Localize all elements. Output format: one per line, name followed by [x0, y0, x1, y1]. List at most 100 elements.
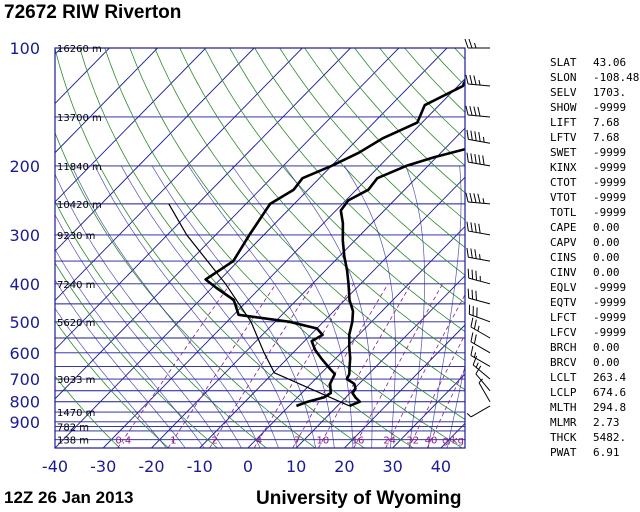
- isotherm: [55, 48, 158, 154]
- dry-adiabat: [55, 262, 218, 448]
- index-value: -9999: [593, 206, 627, 219]
- mixing-ratio-label: 16: [352, 436, 365, 447]
- mixing-ratio-label: 40: [425, 436, 438, 447]
- height-label: 10420 m: [57, 200, 102, 211]
- isotherm: [295, 275, 465, 448]
- y-tick-label: 300: [9, 226, 40, 245]
- index-row-cinv: CINV 0.00: [550, 265, 639, 280]
- isotherm: [55, 48, 400, 400]
- dry-adiabat: [55, 48, 365, 448]
- y-tick-label: 600: [9, 344, 40, 363]
- moist-adiabat: [71, 165, 261, 448]
- moist-adiabat: [94, 165, 279, 448]
- index-value: 43.06: [593, 56, 627, 69]
- index-name: LFTV: [550, 131, 577, 144]
- dry-adiabat: [55, 319, 169, 448]
- index-name: SHOW: [550, 101, 577, 114]
- parcel-path: [168, 203, 350, 407]
- isotherm: [55, 48, 351, 351]
- index-row-kinx: KINX -9999: [550, 160, 639, 175]
- mixing-ratio-label: 2: [211, 436, 217, 447]
- wind-barb: [470, 332, 491, 354]
- plot-area: [55, 48, 465, 448]
- index-value: -9999: [593, 146, 627, 159]
- index-name: CAPE: [550, 221, 577, 234]
- isotherm: [344, 324, 465, 448]
- index-name: MLMR: [550, 416, 577, 429]
- isotherm: [247, 225, 465, 448]
- x-tick-label: -20: [138, 457, 164, 476]
- height-label: 138 m: [57, 436, 89, 447]
- wind-barb: [467, 268, 491, 285]
- moist-adiabat: [55, 248, 205, 448]
- x-tick-label: -10: [187, 457, 213, 476]
- height-label: 5620 m: [57, 318, 95, 329]
- wind-barb: [467, 288, 491, 305]
- wind-barb: [472, 355, 491, 380]
- mixing-ratio-label: 10: [317, 436, 330, 447]
- x-tick-label: 30: [382, 457, 402, 476]
- x-tick-label: 40: [431, 457, 451, 476]
- isotherm: [55, 48, 255, 252]
- height-label: 13700 m: [57, 113, 102, 124]
- dry-adiabat: [204, 48, 465, 333]
- mixing-ratio-line: [167, 283, 277, 448]
- mixing-ratio-line: [318, 283, 412, 448]
- index-row-thck: THCK 5482.: [550, 430, 639, 445]
- wind-barb: [466, 152, 491, 167]
- index-row-lclp: LCLP 674.6: [550, 385, 639, 400]
- wind-barb: [468, 304, 491, 323]
- index-row-mlth: MLTH 294.8: [550, 400, 639, 415]
- mixing-ratio-label: 7: [294, 436, 300, 447]
- index-name: EQTV: [550, 296, 577, 309]
- height-label: 16260 m: [57, 44, 102, 55]
- index-value: -9999: [593, 161, 627, 174]
- wind-barb: [465, 74, 491, 87]
- y-tick-label: 100: [9, 39, 40, 58]
- index-value: 5482.: [593, 431, 627, 444]
- height-label: 7240 m: [57, 280, 95, 291]
- index-value: 0.00: [593, 251, 620, 264]
- index-name: BRCV: [550, 356, 577, 369]
- isotherm: [55, 48, 303, 301]
- index-name: THCK: [550, 431, 577, 444]
- isotherm: [55, 48, 207, 203]
- dry-adiabat: [279, 48, 465, 248]
- index-name: SELV: [550, 86, 577, 99]
- moist-adiabat: [55, 213, 224, 448]
- wind-barb: [478, 378, 491, 402]
- x-tick-label: 10: [286, 457, 306, 476]
- mixing-ratio-label: 24: [383, 436, 396, 447]
- moist-adiabat: [188, 165, 335, 448]
- index-value: -9999: [593, 326, 627, 339]
- dry-adiabat: [154, 48, 465, 391]
- moist-adiabat: [120, 165, 298, 448]
- index-name: LCLP: [550, 386, 577, 399]
- moist-adiabat: [284, 165, 373, 448]
- index-value: 0.00: [593, 221, 620, 234]
- height-label: 3033 m: [57, 375, 95, 386]
- data-source: University of Wyoming: [256, 488, 462, 509]
- observation-time: 12Z 26 Jan 2013: [4, 488, 134, 507]
- index-name: LFCV: [550, 326, 577, 339]
- index-value: 2.73: [593, 416, 620, 429]
- wind-barb: [466, 247, 491, 262]
- index-row-lftv: LFTV 7.68: [550, 130, 639, 145]
- mixing-ratio-label: 32: [406, 436, 419, 447]
- dry-adiabat: [304, 48, 465, 221]
- index-name: LCLT: [550, 371, 577, 384]
- index-row-eqlv: EQLV -9999: [550, 280, 639, 295]
- mixing-ratio-line: [253, 283, 354, 448]
- height-label: 9230 m: [57, 231, 95, 242]
- dry-adiabat: [129, 48, 465, 420]
- index-name: SLON: [550, 71, 577, 84]
- index-row-slat: SLAT 43.06: [550, 55, 639, 70]
- y-tick-label: 700: [9, 370, 40, 389]
- index-name: LIFT: [550, 116, 577, 129]
- y-tick-label: 800: [9, 393, 40, 412]
- moist-adiabat: [344, 165, 396, 448]
- index-name: CINS: [550, 251, 577, 264]
- index-value: 1703.: [593, 86, 627, 99]
- index-value: 0.00: [593, 356, 620, 369]
- mixing-ratio-label: 1: [170, 436, 176, 447]
